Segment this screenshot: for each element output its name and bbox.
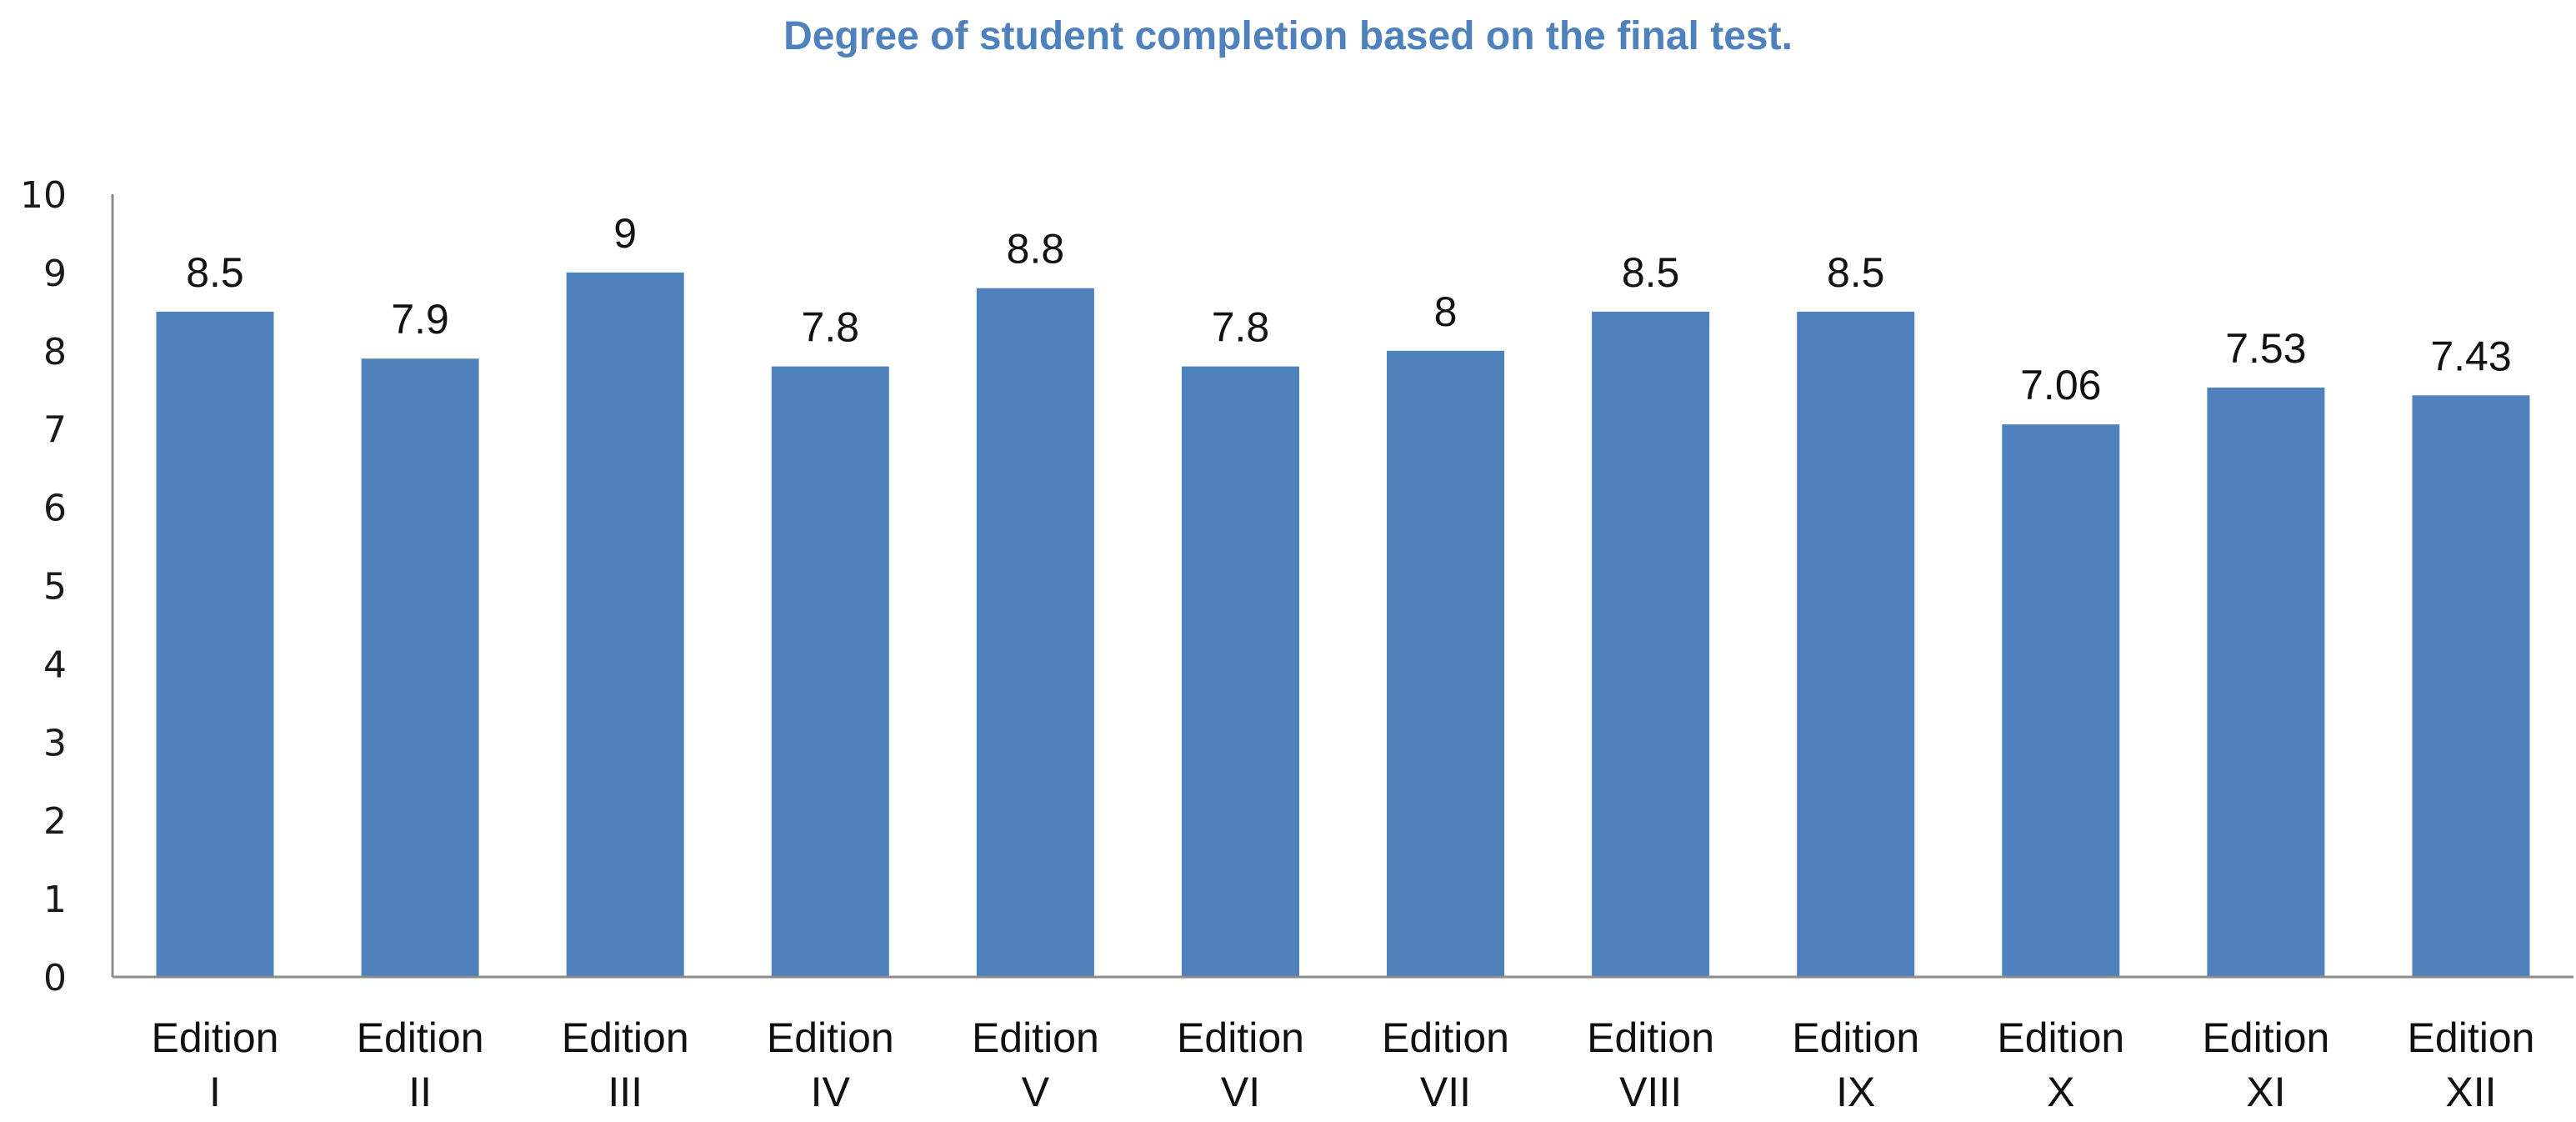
- bar: [1592, 311, 1710, 977]
- y-tick-label: 5: [43, 566, 67, 609]
- x-category-label: Edition: [972, 1014, 1099, 1061]
- x-category-label: X: [2047, 1069, 2074, 1115]
- x-category-label: Edition: [1382, 1014, 1509, 1061]
- x-category-label: Edition: [2408, 1014, 2535, 1061]
- y-tick-label: 2: [43, 800, 67, 843]
- x-category-label: Edition: [1792, 1014, 1919, 1061]
- x-category-label: VII: [1420, 1069, 1471, 1115]
- data-label: 8.5: [186, 249, 244, 296]
- y-tick-label: 8: [43, 331, 67, 373]
- bar: [361, 358, 479, 977]
- x-category-label: Edition: [152, 1014, 279, 1061]
- x-category-label: Edition: [1177, 1014, 1304, 1061]
- data-label: 8.5: [1827, 249, 1885, 296]
- x-category-label: Edition: [1587, 1014, 1714, 1061]
- x-category-label: Edition: [562, 1014, 689, 1061]
- bar: [156, 311, 274, 977]
- bar: [2207, 387, 2325, 977]
- data-label: 8: [1434, 288, 1458, 335]
- bar: [2412, 395, 2530, 977]
- data-label: 9: [613, 210, 637, 257]
- data-label: 7.8: [1212, 304, 1270, 351]
- y-tick-label: 9: [43, 253, 67, 295]
- chart-title: Degree of student completion based on th…: [783, 14, 1793, 58]
- x-category-label: VIII: [1619, 1069, 1682, 1115]
- bar: [771, 366, 889, 978]
- data-label: 8.8: [1007, 226, 1065, 273]
- data-label: 7.53: [2225, 325, 2306, 372]
- bar: [1182, 366, 1299, 978]
- bar: [1387, 350, 1504, 977]
- x-category-label: V: [1022, 1069, 1050, 1115]
- x-category-label: Edition: [767, 1014, 894, 1061]
- y-tick-label: 4: [43, 644, 67, 686]
- x-category-label: IX: [1836, 1069, 1875, 1115]
- y-axis-ticks: 0 1 2 3 4 5 6 7 8 9 10: [20, 174, 67, 999]
- data-labels: 8.5 7.9 9 7.8 8.8 7.8 8 8.5 8.5 7.06 7.53 7.43: [186, 210, 2511, 408]
- y-tick-label: 10: [20, 174, 67, 217]
- bars: [156, 272, 2530, 978]
- y-tick-label: 1: [43, 879, 67, 921]
- bar: [976, 288, 1094, 977]
- y-tick-label: 7: [43, 409, 67, 452]
- data-label: 7.8: [802, 304, 860, 351]
- bar: [2002, 424, 2120, 978]
- x-category-label: Edition: [2202, 1014, 2329, 1061]
- data-label: 7.9: [391, 296, 449, 343]
- x-category-label: XI: [2246, 1069, 2285, 1115]
- y-tick-label: 0: [43, 957, 67, 999]
- x-category-label: Edition: [1997, 1014, 2124, 1061]
- data-label: 7.06: [2020, 362, 2101, 408]
- x-category-label: IV: [811, 1069, 851, 1115]
- y-tick-label: 6: [43, 488, 67, 530]
- x-axis-labels: Edition I Edition II Edition III Edition IV Edit…: [152, 1014, 2535, 1115]
- x-category-label: I: [209, 1069, 221, 1115]
- axes: [111, 194, 2573, 979]
- data-label: 7.43: [2430, 333, 2511, 379]
- bar: [1797, 311, 1915, 977]
- x-category-label: III: [608, 1069, 643, 1115]
- data-label: 8.5: [1622, 249, 1680, 296]
- x-category-label: II: [408, 1069, 432, 1115]
- y-tick-label: 3: [43, 722, 67, 764]
- bar: [566, 272, 684, 977]
- x-category-label: XII: [2445, 1069, 2496, 1115]
- x-category-label: VI: [1221, 1069, 1260, 1115]
- x-category-label: Edition: [357, 1014, 484, 1061]
